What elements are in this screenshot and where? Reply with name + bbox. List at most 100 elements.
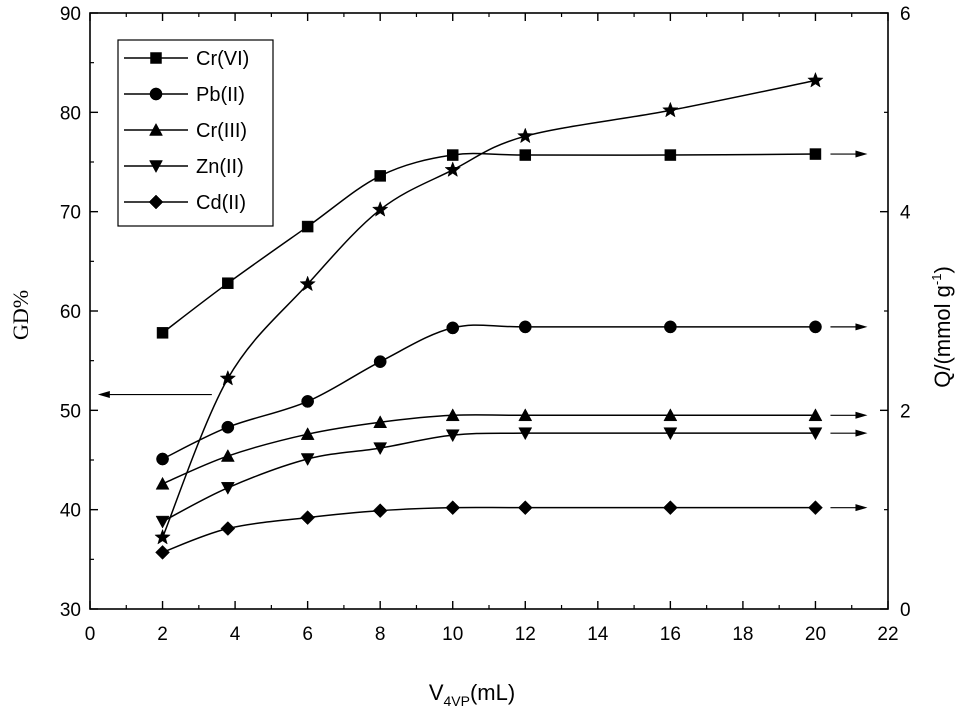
axes: 0 2 4 6 8 10 12 14 16 18 20 22 30 40 50 60 70 80 90 0 2 4 6 [60, 4, 911, 645]
y-left-tick-label: 50 [60, 401, 81, 422]
data-point-gd [807, 71, 824, 88]
legend-label-cd-ii: Cd(II) [196, 192, 246, 214]
x-tick-label: 8 [375, 624, 386, 645]
data-point-pb-ii [518, 320, 532, 334]
x-tick-label: 10 [442, 624, 463, 645]
data-point-cr-vi [301, 220, 314, 233]
data-point-cr-iii [220, 449, 235, 462]
legend-box [117, 39, 274, 227]
x-axis-label: V4VP(mL) [429, 680, 515, 709]
series-markers-cr-iii [155, 408, 823, 490]
arrow-right-cd-ii-head [855, 504, 868, 512]
data-point-gd [299, 275, 316, 292]
x-tick-label: 22 [877, 624, 898, 645]
data-point-zn-ii [373, 442, 388, 456]
data-point-cd-ii [445, 500, 461, 516]
legend-marker-cr-iii [149, 122, 163, 136]
data-point-cr-vi [809, 148, 822, 160]
legend-label-cr-vi: Cr(VI) [196, 48, 249, 70]
data-point-pb-ii [809, 320, 822, 334]
data-point-zn-ii [445, 429, 460, 443]
legend-marker-cd-ii [148, 194, 164, 210]
data-point-pb-ii [221, 420, 235, 434]
legend-label-cr-iii: Cr(III) [196, 120, 247, 142]
arrow-right-cr-vi-head [855, 150, 868, 158]
data-point-cd-ii [663, 500, 678, 516]
data-point-zn-ii [808, 427, 823, 441]
data-point-cd-ii [517, 500, 533, 516]
y-left-tick-label: 90 [60, 4, 81, 25]
y-right-tick-label: 2 [900, 401, 911, 422]
data-point-gd [371, 200, 389, 217]
data-point-pb-ii [373, 355, 387, 369]
data-point-cr-vi [222, 277, 234, 289]
series-markers-zn-ii [155, 427, 823, 529]
data-point-cr-iii [300, 427, 315, 440]
data-point-zn-ii [300, 453, 315, 467]
series-markers-cd-ii [155, 500, 823, 560]
data-point-cr-iii [518, 408, 533, 422]
legend-label-zn-ii: Zn(II) [196, 156, 244, 178]
y-right-tick-label: 6 [900, 4, 911, 25]
data-point-cr-vi [446, 149, 459, 161]
data-point-cr-vi [374, 170, 386, 182]
data-point-cr-vi [519, 149, 532, 161]
series-markers-pb-ii [156, 320, 822, 466]
data-point-pb-ii [446, 321, 460, 335]
data-point-pb-ii [664, 320, 677, 334]
axis-arrows [97, 150, 868, 512]
data-point-zn-ii [663, 427, 678, 441]
y-axis-right-label: Q/(mmol g-1) [929, 266, 955, 388]
data-point-gd [219, 369, 237, 386]
y-left-tick-label: 60 [60, 302, 81, 323]
data-point-zn-ii [155, 515, 170, 529]
y-right-tick-label: 0 [900, 600, 911, 621]
y-left-tick-label: 70 [60, 203, 81, 224]
data-point-cr-iii [373, 415, 388, 429]
data-point-cr-iii [663, 408, 678, 422]
data-point-gd [154, 528, 171, 545]
data-point-gd [444, 161, 462, 177]
data-point-cr-iii [445, 408, 460, 422]
data-point-cr-vi [156, 327, 169, 339]
x-tick-label: 4 [230, 624, 241, 645]
arrow-left-gd-head [97, 391, 110, 399]
x-tick-label: 0 [85, 624, 96, 645]
legend-marker-pb-ii [149, 87, 163, 101]
series-line-cr-iii [162, 414, 816, 485]
legend-marker-cr-vi [150, 52, 162, 64]
legend: Cr(VI) Pb(II) Cr(III) Zn(II) Cd(II) [117, 39, 274, 227]
data-point-cr-iii [808, 408, 823, 422]
data-point-cd-ii [155, 545, 170, 560]
data-point-zn-ii [220, 482, 235, 495]
y-left-tick-label: 80 [60, 103, 81, 124]
x-tick-label: 6 [302, 624, 313, 645]
legend-label-pb-ii: Pb(II) [196, 84, 245, 106]
axis-titles: V4VP(mL) GD% Q/(mmol g-1) [8, 266, 955, 709]
series-line-cd-ii [162, 506, 816, 554]
x-tick-label: 16 [660, 624, 681, 645]
y-right-tick-label: 4 [900, 203, 911, 224]
data-point-gd [662, 101, 679, 118]
legend-marker-zn-ii [149, 160, 163, 174]
markers [154, 71, 824, 560]
data-point-cd-ii [300, 510, 315, 525]
data-point-gd [516, 127, 534, 144]
data-point-cr-iii [155, 476, 170, 490]
data-point-cd-ii [220, 521, 236, 536]
arrow-right-pb-ii-head [855, 323, 868, 331]
data-point-pb-ii [301, 395, 314, 408]
x-tick-label: 12 [515, 624, 536, 645]
y-axis-left-label: GD% [8, 290, 33, 340]
data-point-zn-ii [518, 427, 533, 441]
x-tick-label: 2 [157, 624, 168, 645]
data-point-cd-ii [808, 500, 823, 516]
series-markers-cr-vi [156, 148, 822, 339]
x-tick-label: 20 [805, 624, 826, 645]
data-point-cd-ii [372, 503, 388, 519]
x-tick-label: 14 [587, 624, 609, 645]
y-left-tick-label: 40 [60, 501, 81, 522]
y-left-tick-label: 30 [60, 600, 81, 621]
x-tick-label: 18 [732, 624, 753, 645]
